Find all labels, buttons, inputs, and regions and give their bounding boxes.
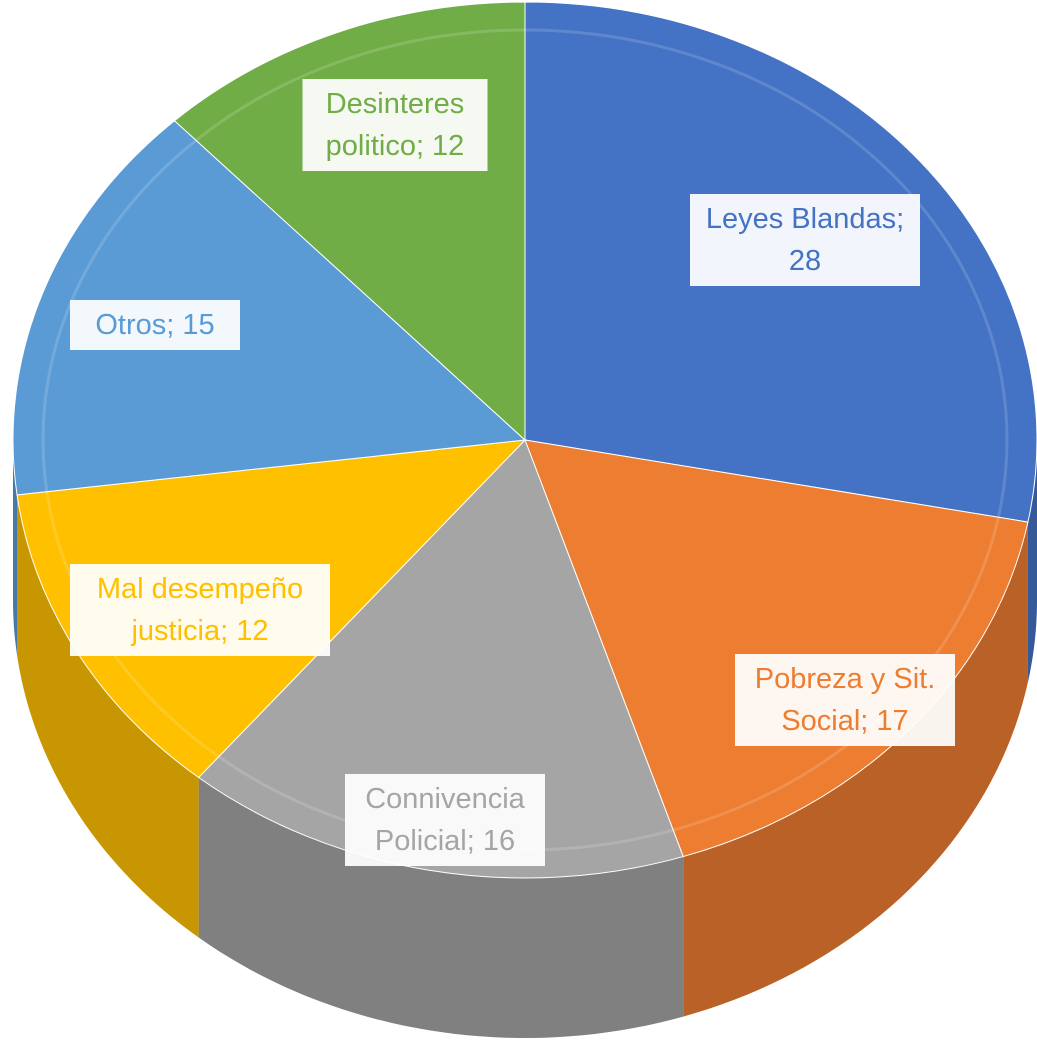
slice [12,120,527,496]
data-label: Mal desempeño justicia; 12 [70,564,330,656]
slice-side [1027,440,1037,683]
data-label: Otros; 15 [70,300,240,350]
data-label: Pobreza y Sit. Social; 17 [735,654,955,746]
slice-side-shade [683,522,1028,1017]
data-label: Connivencia Policial; 16 [345,774,545,866]
slice-side [683,522,1028,1017]
slice [197,439,684,879]
slice-side [17,494,199,938]
slice-side [198,777,684,1038]
slice-side-shade [13,440,18,655]
data-label: Leyes Blandas; 28 [690,194,920,286]
slice-side-shade [198,777,684,1038]
slice-side-shade [17,494,199,938]
slice-side [13,440,18,655]
slice-side-shade [1027,440,1037,683]
data-label: Desinteres politico; 12 [302,79,488,171]
